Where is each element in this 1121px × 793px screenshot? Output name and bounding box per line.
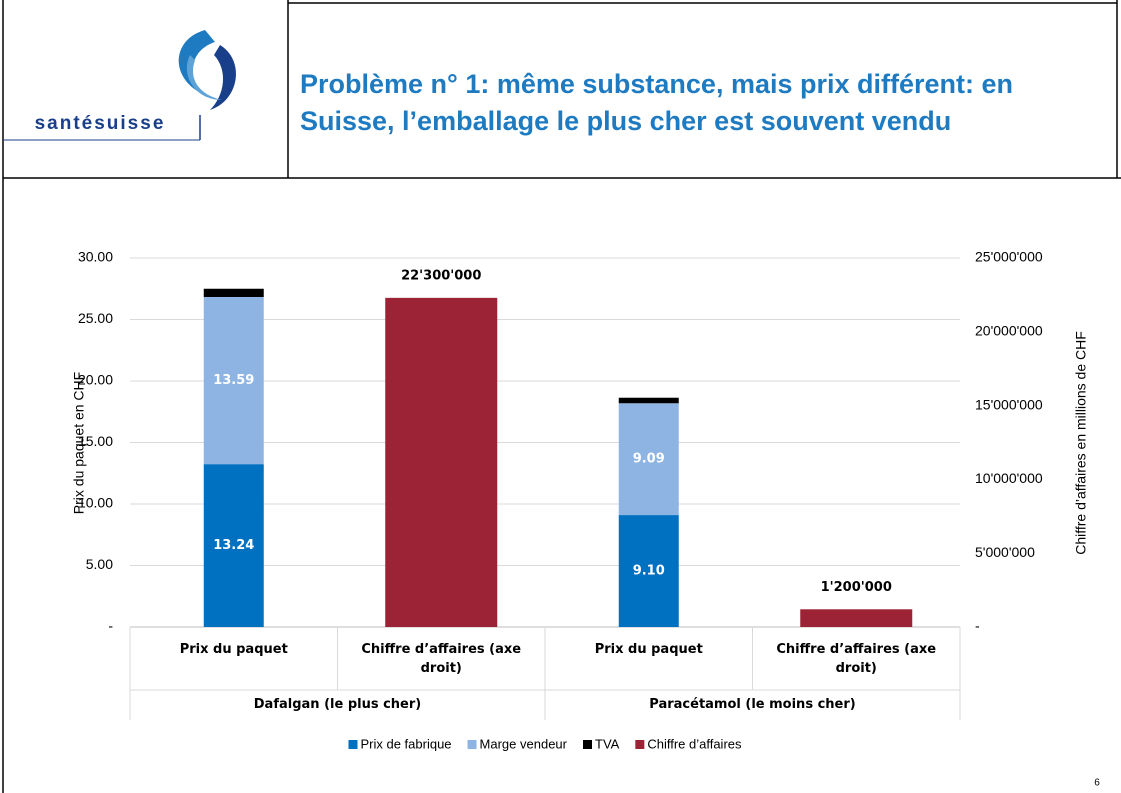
x-tick-label-box: Chiffre d’affaires (axe droit): [776, 642, 937, 676]
x-tick-label: Chiffre d’affaires (axe droit): [361, 642, 522, 676]
logo-text: santésuisse: [35, 113, 166, 134]
x-tick-label-box: Prix du paquet: [179, 642, 288, 657]
y2-axis-title: Chiffre d’affaires en millions de CHF: [1073, 331, 1089, 555]
legend-swatch: [467, 740, 477, 749]
bar-segment: [385, 297, 498, 627]
legend-swatch: [348, 740, 358, 749]
y-tick-label: 10.00: [78, 495, 113, 511]
legend-label: Prix de fabrique: [360, 736, 451, 751]
x-tick-label: Prix du paquet: [179, 642, 288, 657]
bar-segment: [618, 397, 679, 404]
value-label: 22'300'000: [401, 268, 481, 283]
y-tick-label: -: [108, 618, 113, 634]
group-label-box: Paracétamol (le moins cher): [649, 697, 856, 712]
legend-label: Chiffre d’affaires: [647, 736, 742, 751]
bar-segment: [203, 288, 264, 297]
y-tick-label: 30.00: [78, 249, 113, 265]
y2-tick-label: 15'000'000: [975, 396, 1043, 412]
value-label: 13.24: [213, 538, 254, 553]
legend-swatch: [583, 740, 592, 749]
y2-tick-label: 20'000'000: [975, 323, 1043, 339]
y-axis-title: Prix du paquet en CHF: [71, 372, 87, 514]
value-label: 9.10: [633, 564, 665, 579]
bar-segment: [618, 515, 679, 627]
bar-segment: [800, 609, 913, 627]
slide-title: Problème n° 1: même substance, mais prix…: [300, 69, 1014, 136]
page-number: 6: [1094, 778, 1100, 789]
y-tick-label: 5.00: [86, 556, 113, 572]
y2-tick-label: 25'000'000: [975, 249, 1043, 265]
bar-segment: [203, 464, 264, 627]
bar-segment: [203, 296, 264, 465]
y-tick-label: 15.00: [78, 433, 113, 449]
legend: Prix de fabrique Marge vendeur TVA Chiffre …: [348, 736, 742, 751]
y-tick-label: 20.00: [78, 372, 113, 388]
legend-swatch: [635, 740, 645, 749]
y2-tick-label: -: [975, 618, 980, 634]
y2-tick-label: 5'000'000: [975, 544, 1035, 560]
group-label-box: Dafalgan (le plus cher): [253, 697, 422, 712]
x-tick-label: Prix du paquet: [594, 642, 703, 657]
value-label: 13.59: [213, 373, 254, 388]
x-tick-label: Chiffre d’affaires (axe droit): [776, 642, 937, 676]
bar-segment: [618, 403, 679, 516]
group-label: Paracétamol (le moins cher): [649, 697, 856, 712]
legend-label: TVA: [595, 736, 620, 751]
value-label: 9.09: [633, 452, 665, 467]
y2-tick-label: 10'000'000: [975, 470, 1043, 486]
group-label: Dafalgan (le plus cher): [253, 697, 422, 712]
x-tick-label-box: Prix du paquet: [594, 642, 703, 657]
y-tick-label: 25.00: [78, 310, 113, 326]
title-box: Problème n° 1: même substance, mais prix…: [300, 69, 1014, 136]
legend-label: Marge vendeur: [480, 736, 568, 751]
x-tick-label-box: Chiffre d’affaires (axe droit): [361, 642, 522, 676]
value-label: 1'200'000: [821, 580, 892, 595]
logo: santésuisse: [3, 30, 237, 141]
